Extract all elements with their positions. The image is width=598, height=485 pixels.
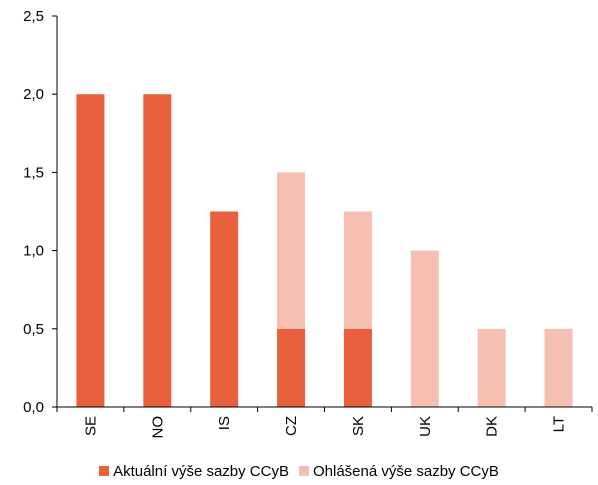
legend-label-announced: Ohlášená výše sazby CCyB [312, 462, 499, 480]
bar-chart: 0,0 0,5 1,0 1,5 2,0 2,5 SE NO IS CZ SK UK DK LT [23, 8, 593, 439]
bar-sk-series-1 [343, 211, 372, 329]
x-tick-label-se: SE [82, 416, 99, 436]
y-tick-label: 1,5 [23, 164, 44, 181]
x-tick-label-sk: SK [350, 416, 367, 436]
legend-swatch-announced [298, 466, 309, 476]
legend-swatch-current [99, 466, 110, 476]
bar-sk-series-0 [343, 328, 372, 407]
x-tick-label-lt: LT [551, 416, 568, 432]
legend-item-current: Aktuální výše sazby CCyB [99, 463, 289, 480]
x-tick-label-cz: CZ [283, 416, 300, 436]
x-tick-label-dk: DK [484, 416, 501, 437]
y-tick-label: 1,0 [23, 243, 44, 260]
y-tick-label: 0,0 [23, 399, 44, 416]
bar-cz-series-1 [277, 172, 306, 329]
y-tick-label: 2,0 [23, 86, 44, 103]
x-tick-label-uk: UK [417, 416, 434, 437]
chart-legend: Aktuální výše sazby CCyB Ohlášená výše s… [0, 460, 598, 482]
x-tick-label-no: NO [149, 416, 166, 439]
bar-lt-series-1 [544, 328, 573, 407]
legend-label-current: Aktuální výše sazby CCyB [113, 462, 289, 480]
bar-uk-series-1 [410, 250, 439, 407]
bar-dk-series-1 [477, 328, 506, 407]
x-tick-label-is: IS [216, 416, 233, 430]
bar-no-series-0 [143, 94, 172, 407]
bar-is-series-0 [210, 211, 239, 407]
bar-cz-series-0 [277, 328, 306, 407]
y-tick-label: 0,5 [23, 321, 44, 338]
legend-item-announced: Ohlášená výše sazby CCyB [298, 462, 499, 480]
bar-se-series-0 [76, 94, 105, 407]
y-tick-label: 2,5 [23, 8, 44, 25]
